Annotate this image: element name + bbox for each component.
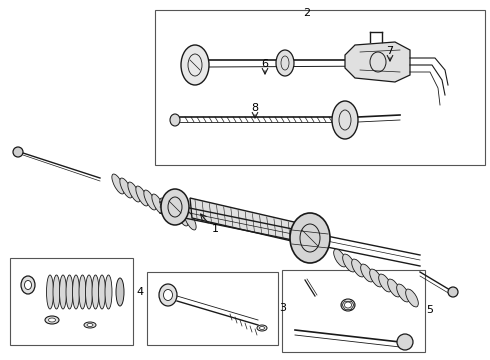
Text: 4: 4: [136, 287, 144, 297]
Ellipse shape: [116, 278, 124, 306]
Ellipse shape: [168, 202, 180, 222]
Text: 3: 3: [279, 303, 287, 313]
Ellipse shape: [276, 50, 294, 76]
Polygon shape: [345, 42, 410, 82]
Ellipse shape: [181, 45, 209, 85]
Ellipse shape: [170, 114, 180, 126]
Text: 7: 7: [387, 46, 393, 56]
Ellipse shape: [260, 327, 265, 329]
Ellipse shape: [128, 182, 140, 202]
Ellipse shape: [21, 276, 35, 294]
Ellipse shape: [47, 275, 53, 309]
Ellipse shape: [53, 275, 60, 309]
Text: 6: 6: [262, 59, 269, 69]
Bar: [147, 272, 278, 345]
Ellipse shape: [257, 325, 267, 331]
Ellipse shape: [24, 280, 31, 289]
Bar: [10, 258, 133, 345]
Polygon shape: [190, 198, 322, 248]
Ellipse shape: [334, 249, 346, 267]
Ellipse shape: [388, 279, 400, 297]
Ellipse shape: [66, 275, 73, 309]
Text: 5: 5: [426, 305, 434, 315]
Ellipse shape: [332, 101, 358, 139]
Ellipse shape: [73, 275, 79, 309]
Ellipse shape: [112, 174, 124, 194]
Ellipse shape: [120, 178, 132, 198]
Circle shape: [397, 334, 413, 350]
Ellipse shape: [161, 189, 189, 225]
Bar: [282, 270, 425, 352]
Text: 8: 8: [251, 103, 259, 113]
Ellipse shape: [59, 275, 67, 309]
Ellipse shape: [290, 213, 330, 263]
Ellipse shape: [176, 206, 188, 226]
Ellipse shape: [344, 302, 351, 308]
Ellipse shape: [369, 269, 382, 287]
Text: 1: 1: [212, 224, 219, 234]
Ellipse shape: [164, 289, 172, 301]
Ellipse shape: [361, 264, 373, 282]
Ellipse shape: [92, 275, 99, 309]
Bar: [155, 10, 485, 165]
Ellipse shape: [85, 275, 93, 309]
Ellipse shape: [49, 318, 55, 322]
Ellipse shape: [136, 186, 148, 206]
Ellipse shape: [343, 254, 355, 272]
Circle shape: [448, 287, 458, 297]
Ellipse shape: [84, 322, 96, 328]
Circle shape: [13, 147, 23, 157]
Ellipse shape: [152, 194, 164, 214]
Ellipse shape: [105, 275, 112, 309]
Ellipse shape: [406, 289, 418, 307]
Ellipse shape: [144, 190, 156, 210]
Ellipse shape: [87, 324, 93, 327]
Ellipse shape: [341, 299, 355, 311]
Ellipse shape: [397, 284, 409, 302]
Ellipse shape: [379, 274, 392, 292]
Ellipse shape: [184, 210, 196, 230]
Ellipse shape: [98, 275, 105, 309]
Ellipse shape: [45, 316, 59, 324]
Ellipse shape: [79, 275, 86, 309]
Ellipse shape: [159, 284, 177, 306]
Text: 2: 2: [303, 8, 311, 18]
Ellipse shape: [352, 259, 365, 277]
Ellipse shape: [160, 198, 172, 218]
